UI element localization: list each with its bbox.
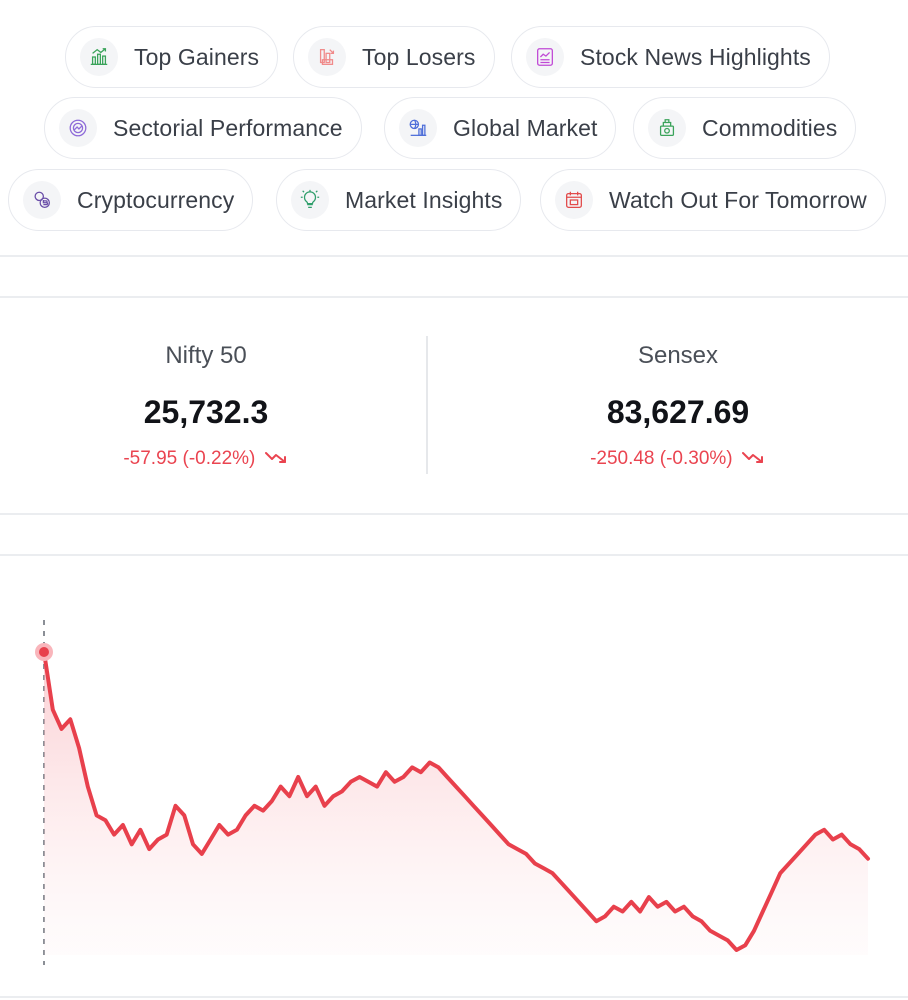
global-market-icon: [399, 109, 437, 147]
index-name: Sensex: [637, 342, 719, 369]
index-summary: Nifty 50 25,732.3 -57.95 (-0.22%) Sensex…: [0, 298, 908, 513]
trend-down-icon: [264, 448, 289, 470]
chip-stock-news[interactable]: Stock News Highlights: [511, 26, 830, 88]
divider: [0, 255, 908, 257]
chip-top-gainers[interactable]: Top Gainers: [65, 26, 279, 88]
chip-commodities[interactable]: Commodities: [633, 97, 857, 159]
chart-marker: [39, 647, 49, 657]
sectorial-performance-icon: [59, 109, 97, 147]
chip-label: Global Market: [453, 114, 598, 141]
chip-label: Watch Out For Tomorrow: [609, 186, 867, 213]
chart-svg: [35, 620, 870, 965]
index-card-sensex[interactable]: Sensex 83,627.69 -250.48 (-0.30%): [454, 298, 908, 513]
intraday-chart[interactable]: [0, 560, 908, 1000]
chip-label: Sectorial Performance: [113, 114, 343, 141]
chip-market-insights[interactable]: Market Insights: [276, 169, 522, 231]
index-change: -250.48 (-0.30%): [451, 448, 905, 470]
watch-out-icon: [555, 181, 593, 219]
chip-top-losers[interactable]: Top Losers: [293, 26, 495, 88]
vertical-separator: [426, 336, 428, 474]
chart-area: [44, 652, 868, 955]
chip-global-market[interactable]: Global Market: [384, 97, 617, 159]
index-value: 83,627.69: [606, 394, 750, 430]
index-change-text: -57.95 (-0.22%): [123, 448, 256, 470]
divider: [0, 554, 908, 556]
index-name: Nifty 50: [165, 342, 247, 369]
chip-label: Market Insights: [345, 186, 503, 213]
index-value: 25,732.3: [143, 394, 269, 430]
chip-sectorial-performance[interactable]: Sectorial Performance: [44, 97, 362, 159]
chart-line: [42, 650, 870, 952]
chip-label: Commodities: [702, 114, 838, 141]
divider: [0, 513, 908, 515]
chip-watch-out-tomorrow[interactable]: Watch Out For Tomorrow: [540, 169, 886, 231]
divider: [0, 996, 908, 998]
top-gainers-icon: [80, 38, 118, 76]
trend-down-icon: [741, 448, 766, 470]
market-insights-icon: [291, 181, 329, 219]
quick-links: Top Gainers Top Losers Stock News Highli…: [0, 0, 908, 256]
divider: [0, 296, 908, 298]
chip-label: Top Losers: [362, 43, 476, 70]
stock-news-icon: [526, 38, 564, 76]
cryptocurrency-icon: [23, 181, 61, 219]
commodities-icon: [648, 109, 686, 147]
chip-label: Stock News Highlights: [580, 43, 811, 70]
index-change: -57.95 (-0.22%): [0, 448, 433, 470]
index-change-text: -250.48 (-0.30%): [590, 448, 733, 470]
chip-cryptocurrency[interactable]: Cryptocurrency: [8, 169, 254, 231]
top-losers-icon: [308, 38, 346, 76]
index-card-nifty[interactable]: Nifty 50 25,732.3 -57.95 (-0.22%): [0, 298, 454, 513]
chip-label: Cryptocurrency: [77, 186, 235, 213]
chip-label: Top Gainers: [134, 43, 260, 70]
